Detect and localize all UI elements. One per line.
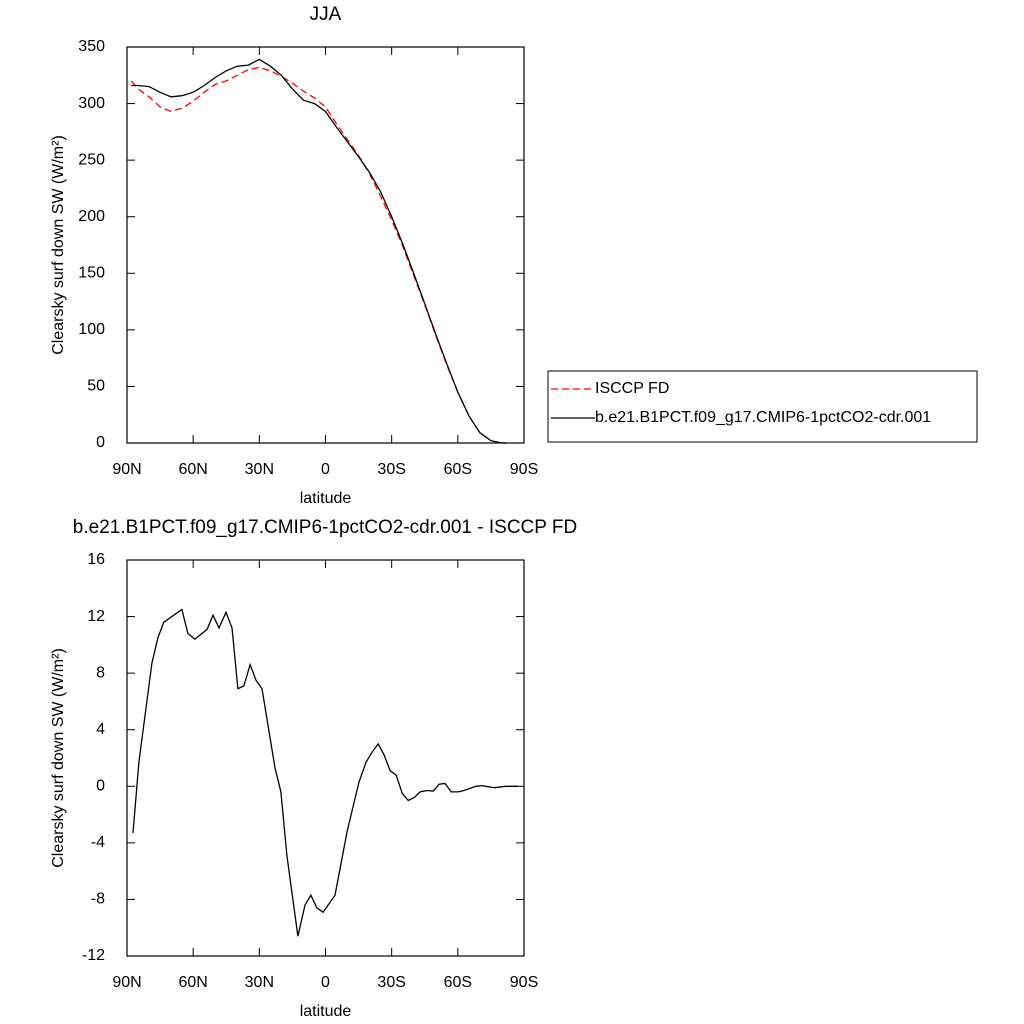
- y-tick-label: 0: [96, 434, 105, 451]
- y-axis-label: Clearsky surf down SW (W/m²): [50, 648, 67, 868]
- x-tick-label: 60N: [178, 461, 207, 478]
- x-tick-label: 90N: [112, 461, 141, 478]
- legend-label: b.e21.B1PCT.f09_g17.CMIP6-1pctCO2-cdr.00…: [595, 409, 931, 426]
- x-axis-label: latitude: [300, 490, 352, 507]
- x-tick-label: 90S: [510, 974, 538, 991]
- x-tick-label: 60S: [444, 461, 472, 478]
- x-tick-label: 60N: [178, 974, 207, 991]
- y-tick-label: 16: [87, 551, 105, 568]
- y-tick-label: 300: [78, 95, 105, 112]
- x-tick-label: 90S: [510, 461, 538, 478]
- data-line: [130, 66, 507, 444]
- y-tick-label: 150: [78, 265, 105, 282]
- y-tick-label: -8: [91, 891, 105, 908]
- x-tick-label: 0: [321, 974, 330, 991]
- legend-label: ISCCP FD: [595, 380, 669, 397]
- y-tick-label: -12: [82, 947, 105, 964]
- y-tick-label: -4: [91, 834, 105, 851]
- y-tick-label: 12: [87, 608, 105, 625]
- data-line: [131, 58, 507, 444]
- y-tick-label: 200: [78, 208, 105, 225]
- y-tick-label: 100: [78, 321, 105, 338]
- chart-title: b.e21.B1PCT.f09_g17.CMIP6-1pctCO2-cdr.00…: [73, 517, 577, 538]
- data-line: [132, 608, 518, 937]
- plot-frame: [126, 46, 525, 444]
- y-tick-label: 350: [78, 38, 105, 55]
- y-axis-label: Clearsky surf down SW (W/m²): [50, 135, 67, 355]
- chart-title: JJA: [310, 4, 342, 25]
- legend-box: [547, 370, 978, 443]
- y-tick-label: 0: [96, 778, 105, 795]
- x-tick-label: 30N: [245, 974, 274, 991]
- x-tick-label: 60S: [444, 974, 472, 991]
- x-tick-label: 30S: [377, 974, 405, 991]
- y-tick-label: 250: [78, 151, 105, 168]
- x-tick-label: 0: [321, 461, 330, 478]
- x-tick-label: 30S: [377, 461, 405, 478]
- y-tick-label: 50: [87, 378, 105, 395]
- plot-frame: [126, 559, 525, 957]
- x-tick-label: 90N: [112, 974, 141, 991]
- y-tick-label: 8: [96, 664, 105, 681]
- x-axis-label: latitude: [300, 1003, 352, 1020]
- y-tick-label: 4: [96, 721, 105, 738]
- x-tick-label: 30N: [245, 461, 274, 478]
